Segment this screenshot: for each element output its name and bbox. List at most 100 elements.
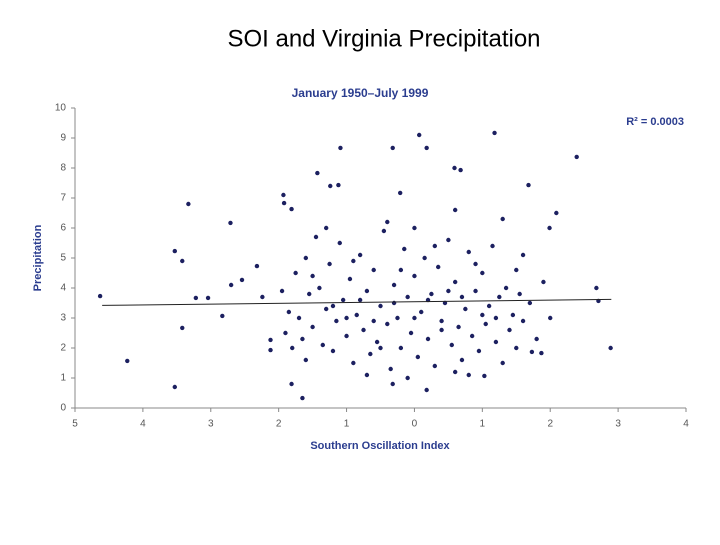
point: [378, 345, 383, 351]
point: [442, 300, 448, 306]
x-axis-label: Southern Oscillation Index: [310, 440, 450, 452]
y-axis-label: Precipitation: [32, 224, 44, 291]
point: [300, 336, 305, 342]
y-tick-label: 3: [60, 313, 66, 324]
point: [303, 255, 309, 261]
point: [289, 206, 294, 212]
x-tick-label: 5: [72, 419, 78, 430]
point: [228, 282, 234, 288]
point: [260, 294, 265, 300]
point: [357, 252, 363, 258]
point: [180, 325, 185, 331]
slide-title: SOI and Virginia Precipitation: [227, 25, 540, 52]
point: [239, 277, 245, 283]
y-tick-label: 1: [60, 373, 66, 384]
point: [452, 279, 458, 285]
point: [354, 312, 359, 318]
point: [281, 192, 286, 198]
point: [405, 375, 410, 381]
point: [459, 294, 465, 300]
point: [317, 285, 322, 291]
point: [381, 228, 387, 234]
point: [480, 270, 485, 276]
x-tick-label: 0: [412, 419, 418, 430]
point: [458, 167, 463, 173]
point: [493, 315, 499, 321]
point: [364, 372, 370, 378]
point: [293, 270, 298, 276]
point: [172, 384, 177, 390]
point: [405, 294, 410, 300]
point: [436, 264, 441, 270]
point: [328, 183, 333, 189]
y-tick-label: 5: [60, 253, 66, 264]
point: [337, 240, 342, 246]
point: [446, 237, 451, 243]
y-tick-label: 0: [60, 403, 66, 414]
point: [424, 145, 429, 151]
point: [486, 303, 492, 309]
point: [395, 315, 400, 321]
point: [547, 225, 552, 231]
x-tick-label: 1: [344, 419, 350, 430]
point: [514, 267, 519, 273]
point: [415, 354, 421, 360]
point: [186, 201, 191, 207]
y-tick-label: 6: [60, 223, 66, 234]
point: [172, 248, 177, 254]
point: [412, 225, 417, 231]
point: [416, 132, 422, 138]
point: [220, 313, 225, 319]
point: [307, 291, 312, 297]
point: [432, 243, 438, 249]
point: [539, 350, 544, 356]
point: [429, 291, 434, 297]
point: [340, 297, 346, 303]
point: [289, 381, 294, 387]
point: [439, 318, 444, 324]
point: [520, 318, 526, 324]
point: [193, 295, 199, 301]
point: [608, 345, 613, 351]
point: [374, 339, 380, 345]
x-tick-label: 4: [140, 419, 146, 430]
point: [315, 170, 320, 176]
point: [327, 261, 332, 267]
point: [425, 336, 431, 342]
point: [466, 372, 471, 378]
point: [422, 255, 427, 261]
point: [503, 285, 509, 291]
point: [449, 342, 454, 348]
point: [473, 261, 478, 267]
point: [507, 327, 512, 333]
point: [482, 373, 487, 379]
point: [526, 182, 531, 188]
point: [412, 273, 417, 279]
y-tick-label: 9: [60, 133, 66, 144]
point: [336, 182, 341, 188]
point: [268, 337, 273, 343]
point: [388, 366, 393, 372]
point: [412, 315, 417, 321]
point: [446, 288, 451, 294]
point: [390, 381, 395, 387]
point: [452, 369, 458, 375]
point: [338, 145, 343, 151]
point: [463, 306, 468, 312]
point: [205, 295, 211, 301]
point: [330, 303, 336, 309]
point: [228, 220, 233, 226]
point: [391, 282, 397, 288]
point: [254, 263, 260, 269]
point: [483, 321, 488, 327]
point: [323, 306, 329, 312]
point: [397, 190, 403, 196]
point: [594, 285, 599, 291]
point: [286, 309, 292, 315]
point: [424, 387, 429, 393]
point: [473, 288, 478, 294]
point: [452, 165, 457, 171]
point: [432, 363, 438, 369]
point: [529, 349, 535, 355]
